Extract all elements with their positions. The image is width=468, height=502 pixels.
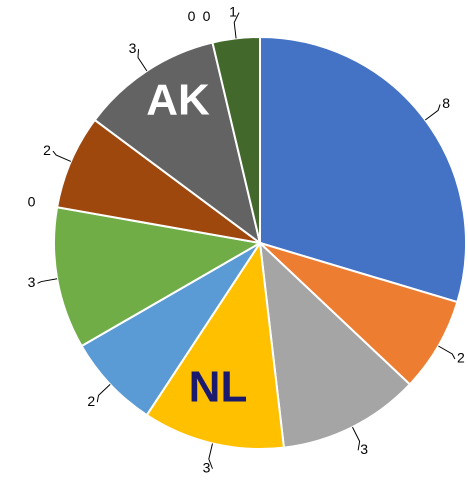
data-label: 2 (43, 142, 51, 158)
data-label: 3 (360, 441, 368, 457)
data-label: 8 (442, 95, 450, 111)
data-label: 0 (28, 193, 36, 209)
slice (93, 41, 262, 246)
slice (258, 240, 412, 449)
slice (259, 35, 467, 304)
slice (53, 206, 263, 348)
slice (55, 118, 261, 244)
annotation: AK (146, 76, 210, 125)
data-label: 3 (28, 274, 36, 290)
data-label: 0 (203, 8, 211, 24)
data-label: 3 (203, 459, 211, 475)
data-label: 0 (188, 8, 196, 24)
slice (80, 242, 261, 417)
leader-line (37, 278, 58, 284)
slice (211, 35, 261, 244)
data-label: 3 (129, 40, 137, 56)
slice (259, 242, 459, 386)
annotation: NL (189, 363, 248, 412)
leader-line (438, 345, 456, 360)
data-label: 2 (457, 350, 465, 366)
leader-line (424, 104, 441, 121)
leader-line (52, 150, 72, 162)
leader-line (96, 384, 111, 403)
leader-line (137, 49, 148, 72)
leader-line (352, 426, 361, 451)
slice (145, 240, 286, 450)
leader-line (208, 443, 213, 469)
data-label: 1 (229, 3, 237, 19)
pie (53, 35, 467, 450)
leader-line (233, 12, 240, 39)
data-label: 2 (87, 393, 95, 409)
